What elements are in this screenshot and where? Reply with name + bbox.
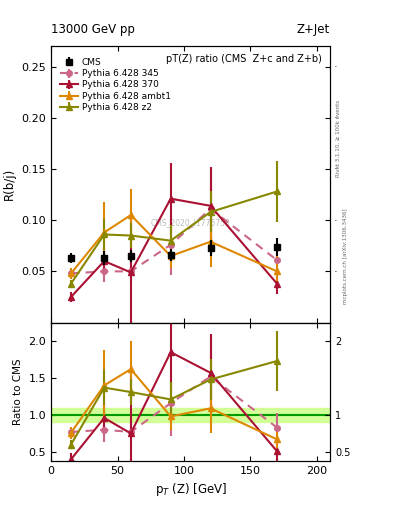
Text: pT(Z) ratio (CMS  Z+c and Z+b): pT(Z) ratio (CMS Z+c and Z+b) [166,54,322,65]
X-axis label: p$_{T}$ (Z) [GeV]: p$_{T}$ (Z) [GeV] [154,481,227,498]
Text: Rivet 3.1.10, ≥ 100k events: Rivet 3.1.10, ≥ 100k events [336,100,341,177]
Y-axis label: R(b/j): R(b/j) [3,168,16,200]
Text: 13000 GeV pp: 13000 GeV pp [51,23,135,36]
Bar [51,408,330,421]
Text: CMS_2020_I1776758: CMS_2020_I1776758 [151,219,230,227]
Legend: CMS, Pythia 6.428 345, Pythia 6.428 370, Pythia 6.428 ambt1, Pythia 6.428 z2: CMS, Pythia 6.428 345, Pythia 6.428 370,… [59,56,173,114]
Text: mcplots.cern.ch [arXiv:1306.3436]: mcplots.cern.ch [arXiv:1306.3436] [343,208,348,304]
Text: Z+Jet: Z+Jet [297,23,330,36]
Y-axis label: Ratio to CMS: Ratio to CMS [13,358,23,425]
